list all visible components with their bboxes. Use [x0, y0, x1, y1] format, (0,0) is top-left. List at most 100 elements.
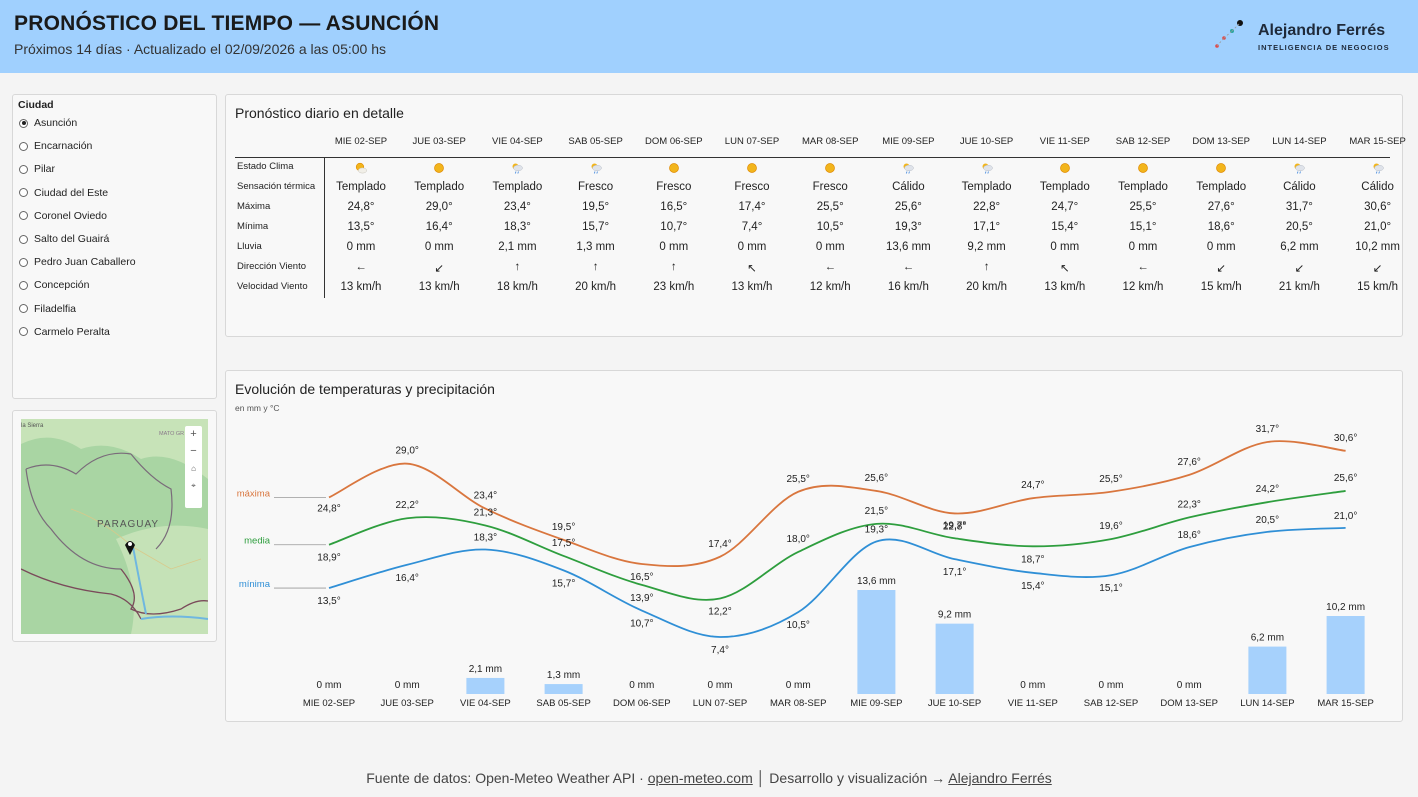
map-home-icon[interactable]: ⌂ — [191, 464, 196, 473]
radio-button[interactable] — [19, 164, 28, 174]
radio-button[interactable] — [19, 257, 28, 267]
sensation-cell: Fresco — [578, 181, 614, 193]
temperature-label: 13,5° — [317, 596, 340, 607]
city-option[interactable]: Pilar — [19, 161, 55, 177]
row-label: Lluvia — [237, 241, 262, 252]
radio-button[interactable] — [19, 327, 28, 337]
rain-cell: 0 mm — [424, 241, 454, 253]
page-title: PRONÓSTICO DEL TIEMPO — ASUNCIÓN — [14, 12, 440, 35]
city-option[interactable]: Encarnación — [19, 138, 92, 154]
wind-speed-cell: 12 km/h — [1122, 281, 1164, 293]
radio-button[interactable] — [19, 211, 28, 221]
city-option-label: Filadelfia — [34, 302, 77, 315]
table-header-rule — [235, 157, 1390, 158]
zoom-in-button[interactable]: + — [190, 428, 197, 440]
precipitation-label: 13,6 mm — [857, 576, 896, 587]
open-meteo-link[interactable]: open-meteo.com — [647, 770, 753, 786]
day-column-header: LUN 14-SEP — [1272, 136, 1327, 147]
min-temp-cell: 20,5° — [1285, 221, 1313, 233]
sensation-cell: Cálido — [892, 181, 925, 193]
page-footer: Fuente de datos: Open-Meteo Weather API … — [0, 770, 1418, 786]
x-axis-tick-label: JUE 10-SEP — [928, 698, 981, 709]
city-option[interactable]: Coronel Oviedo — [19, 208, 107, 224]
radio-button[interactable] — [19, 280, 28, 290]
precipitation-label: 0 mm — [708, 680, 733, 691]
x-axis-tick-label: LUN 14-SEP — [1240, 698, 1294, 709]
precipitation-label: 0 mm — [1177, 680, 1202, 691]
temperature-label: 24,7° — [1021, 480, 1044, 491]
temperature-label: 15,4° — [1021, 581, 1044, 592]
rain-cell: 6,2 mm — [1280, 241, 1319, 253]
city-option[interactable]: Filadelfia — [19, 301, 76, 317]
max-temp-cell: 24,7° — [1051, 201, 1079, 213]
temperature-label: 21,5° — [865, 506, 888, 517]
max-temp-cell: 16,5° — [660, 201, 688, 213]
temperature-chart-panel: Evolución de temperaturas y precipitació… — [225, 370, 1403, 722]
wind-direction-cell: ↑ — [592, 261, 599, 273]
partly-sunny-icon — [355, 162, 367, 174]
max-temp-cell: 25,6° — [894, 201, 922, 213]
precipitation-label: 2,1 mm — [469, 664, 502, 675]
wind-speed-cell: 13 km/h — [731, 281, 773, 293]
temperature-label: 25,6° — [865, 473, 888, 484]
temperature-label: 22,8° — [943, 521, 966, 532]
zoom-out-button[interactable]: − — [190, 445, 197, 457]
wind-direction-cell: ↙ — [1216, 263, 1227, 275]
author-link[interactable]: Alejandro Ferrés — [948, 770, 1052, 786]
rain-icon — [903, 163, 915, 174]
sensation-cell: Templado — [492, 181, 543, 193]
temperature-label: 19,7° — [943, 520, 966, 531]
precipitation-label: 10,2 mm — [1326, 602, 1365, 613]
radio-button[interactable] — [19, 304, 28, 314]
sensation-cell: Templado — [336, 181, 386, 193]
city-option[interactable]: Pedro Juan Caballero — [19, 254, 136, 270]
city-option-label: Asunción — [34, 117, 78, 129]
min-temp-cell: 15,4° — [1051, 221, 1079, 233]
city-option-label: Salto del Guairá — [34, 233, 110, 245]
precipitation-bar — [935, 623, 974, 694]
min-temp-cell: 18,6° — [1207, 221, 1235, 233]
radio-button[interactable] — [19, 188, 28, 198]
page-header: PRONÓSTICO DEL TIEMPO — ASUNCIÓN Próximo… — [0, 0, 1418, 73]
city-option[interactable]: Carmelo Peralta — [19, 324, 110, 340]
row-label: Mínima — [237, 221, 269, 232]
map-locate-icon[interactable]: ⌖ — [191, 481, 196, 490]
precipitation-label: 0 mm — [317, 680, 342, 691]
sensation-cell: Cálido — [1361, 181, 1394, 193]
map-place-label-left: la Sierra — [21, 423, 44, 429]
precipitation-label: 1,3 mm — [547, 670, 580, 681]
max-temp-cell: 25,5° — [816, 201, 844, 213]
city-map[interactable]: la Sierra MATO GR PARAGUAY + − ⌂ ⌖ — [21, 419, 208, 634]
day-column-header: MIE 02-SEP — [334, 136, 388, 147]
sensation-cell: Fresco — [812, 181, 848, 193]
precipitation-bar — [857, 590, 896, 694]
temperature-label: 17,5° — [552, 538, 575, 549]
rain-icon — [1373, 163, 1384, 174]
temperature-label: 19,6° — [1099, 521, 1122, 532]
city-option[interactable]: Ciudad del Este — [19, 185, 108, 201]
city-option-label: Encarnación — [34, 140, 93, 153]
x-axis-tick-label: SAB 05-SEP — [536, 698, 590, 709]
wind-direction-cell: ↑ — [983, 261, 990, 273]
temperature-label: 17,1° — [943, 567, 966, 578]
day-column-header: MIE 09-SEP — [882, 136, 935, 147]
city-option[interactable]: Asunción — [19, 115, 77, 131]
table-label-rule — [324, 158, 325, 298]
day-column-header: VIE 04-SEP — [492, 136, 543, 147]
radio-button[interactable] — [19, 234, 28, 244]
radio-button[interactable] — [19, 141, 28, 151]
max-temp-cell: 25,5° — [1129, 201, 1157, 213]
x-axis-tick-label: MIE 02-SEP — [303, 698, 355, 709]
temperature-label: 12,2° — [708, 606, 731, 617]
city-option[interactable]: Salto del Guairá — [19, 231, 109, 247]
rain-cell: 0 mm — [346, 241, 376, 253]
wind-direction-cell: ← — [902, 261, 915, 273]
wind-speed-cell: 12 km/h — [809, 281, 851, 293]
sun-icon — [668, 163, 679, 173]
radio-button[interactable] — [19, 118, 28, 128]
x-axis-tick-label: MAR 08-SEP — [770, 698, 827, 709]
wind-speed-cell: 15 km/h — [1200, 281, 1242, 293]
brand[interactable]: Alejandro Ferrés INTELIGENCIA DE NEGOCIO… — [1210, 18, 1405, 58]
city-option[interactable]: Concepción — [19, 277, 89, 293]
temperature-label: 10,5° — [786, 620, 809, 631]
